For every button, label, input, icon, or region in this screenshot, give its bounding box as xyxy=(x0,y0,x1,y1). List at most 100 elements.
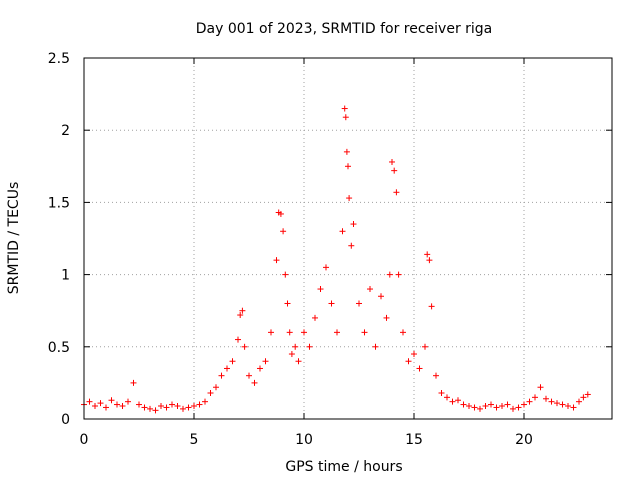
data-point xyxy=(202,398,208,405)
data-point xyxy=(372,343,379,350)
data-point xyxy=(306,343,313,350)
data-point xyxy=(312,314,318,321)
data-point xyxy=(576,398,582,405)
data-point xyxy=(356,300,362,307)
x-tick-label: 5 xyxy=(190,432,199,448)
data-point xyxy=(565,403,571,410)
data-point xyxy=(521,401,527,408)
data-point xyxy=(433,372,439,379)
data-point xyxy=(114,401,120,408)
y-axis-label: SRMTID / TECUs xyxy=(6,182,22,295)
data-point xyxy=(386,271,393,278)
data-point xyxy=(136,401,142,408)
plot-frame xyxy=(83,57,613,420)
data-point xyxy=(532,394,538,401)
data-point xyxy=(97,400,104,407)
data-point xyxy=(295,358,302,365)
data-point xyxy=(493,404,500,411)
data-point xyxy=(383,314,390,321)
data-point xyxy=(196,401,203,408)
data-point xyxy=(224,365,230,372)
data-point xyxy=(504,401,511,408)
data-point xyxy=(488,401,494,408)
y-tick-label: 2 xyxy=(61,123,70,139)
grid-lines xyxy=(84,58,612,419)
axis-ticks xyxy=(83,57,612,420)
data-point xyxy=(411,351,417,358)
data-point xyxy=(125,398,131,405)
data-point xyxy=(119,403,126,410)
data-point xyxy=(482,403,489,410)
data-point xyxy=(449,398,456,405)
data-point xyxy=(229,358,236,365)
data-point xyxy=(292,343,299,350)
data-point xyxy=(345,163,351,170)
data-point xyxy=(237,312,244,319)
data-point xyxy=(86,398,93,405)
data-point xyxy=(288,351,295,358)
data-point xyxy=(141,404,148,411)
data-point xyxy=(286,329,293,336)
data-point xyxy=(515,404,522,411)
x-tick-label: 15 xyxy=(405,432,423,448)
x-tick-label: 20 xyxy=(515,432,533,448)
data-point xyxy=(273,257,280,264)
data-point xyxy=(257,365,263,372)
x-tick-label: 0 xyxy=(80,432,89,448)
data-point xyxy=(543,395,549,402)
data-point xyxy=(580,394,587,401)
data-point xyxy=(570,404,577,411)
data-point xyxy=(559,401,566,408)
data-point xyxy=(158,403,164,410)
data-point xyxy=(341,105,348,112)
data-point xyxy=(317,286,324,293)
data-points xyxy=(81,105,591,414)
data-point xyxy=(378,293,384,300)
data-point xyxy=(391,167,398,174)
y-tick-labels: 0 0.5 1 1.5 2 2.5 xyxy=(48,51,70,428)
data-point xyxy=(537,384,544,391)
data-point xyxy=(328,300,335,307)
data-point xyxy=(235,336,241,343)
data-point xyxy=(323,264,329,271)
data-point xyxy=(92,403,98,410)
data-point xyxy=(268,329,274,336)
y-tick-label: 0 xyxy=(61,412,70,428)
data-point xyxy=(301,329,307,336)
x-axis-label: GPS time / hours xyxy=(285,459,402,475)
data-point xyxy=(455,397,461,404)
data-point xyxy=(350,221,357,228)
data-point xyxy=(460,401,467,408)
data-point xyxy=(499,403,505,410)
data-point xyxy=(393,189,400,196)
data-point xyxy=(103,404,109,411)
data-point xyxy=(444,394,450,401)
chart-title: Day 001 of 2023, SRMTID for receiver rig… xyxy=(196,21,493,37)
data-point xyxy=(346,195,353,202)
y-tick-label: 1.5 xyxy=(48,195,70,211)
data-point xyxy=(218,372,225,379)
data-point xyxy=(426,257,433,264)
y-tick-label: 2.5 xyxy=(48,51,70,67)
data-point xyxy=(343,148,350,155)
data-point xyxy=(174,403,181,410)
data-point xyxy=(348,242,355,249)
data-point xyxy=(130,379,137,386)
data-point xyxy=(180,405,186,412)
data-point xyxy=(510,405,516,412)
data-point xyxy=(471,404,478,411)
data-point xyxy=(282,271,289,278)
data-point xyxy=(389,158,395,165)
data-point xyxy=(185,404,192,411)
data-point xyxy=(466,403,472,410)
x-tick-labels: 0 5 10 15 20 xyxy=(80,432,533,448)
data-point xyxy=(526,398,533,405)
data-point xyxy=(213,384,219,391)
data-point xyxy=(395,271,402,278)
data-point xyxy=(284,300,291,307)
data-point xyxy=(163,404,170,411)
data-point xyxy=(554,400,560,407)
data-point xyxy=(438,390,445,397)
data-point xyxy=(422,343,428,350)
